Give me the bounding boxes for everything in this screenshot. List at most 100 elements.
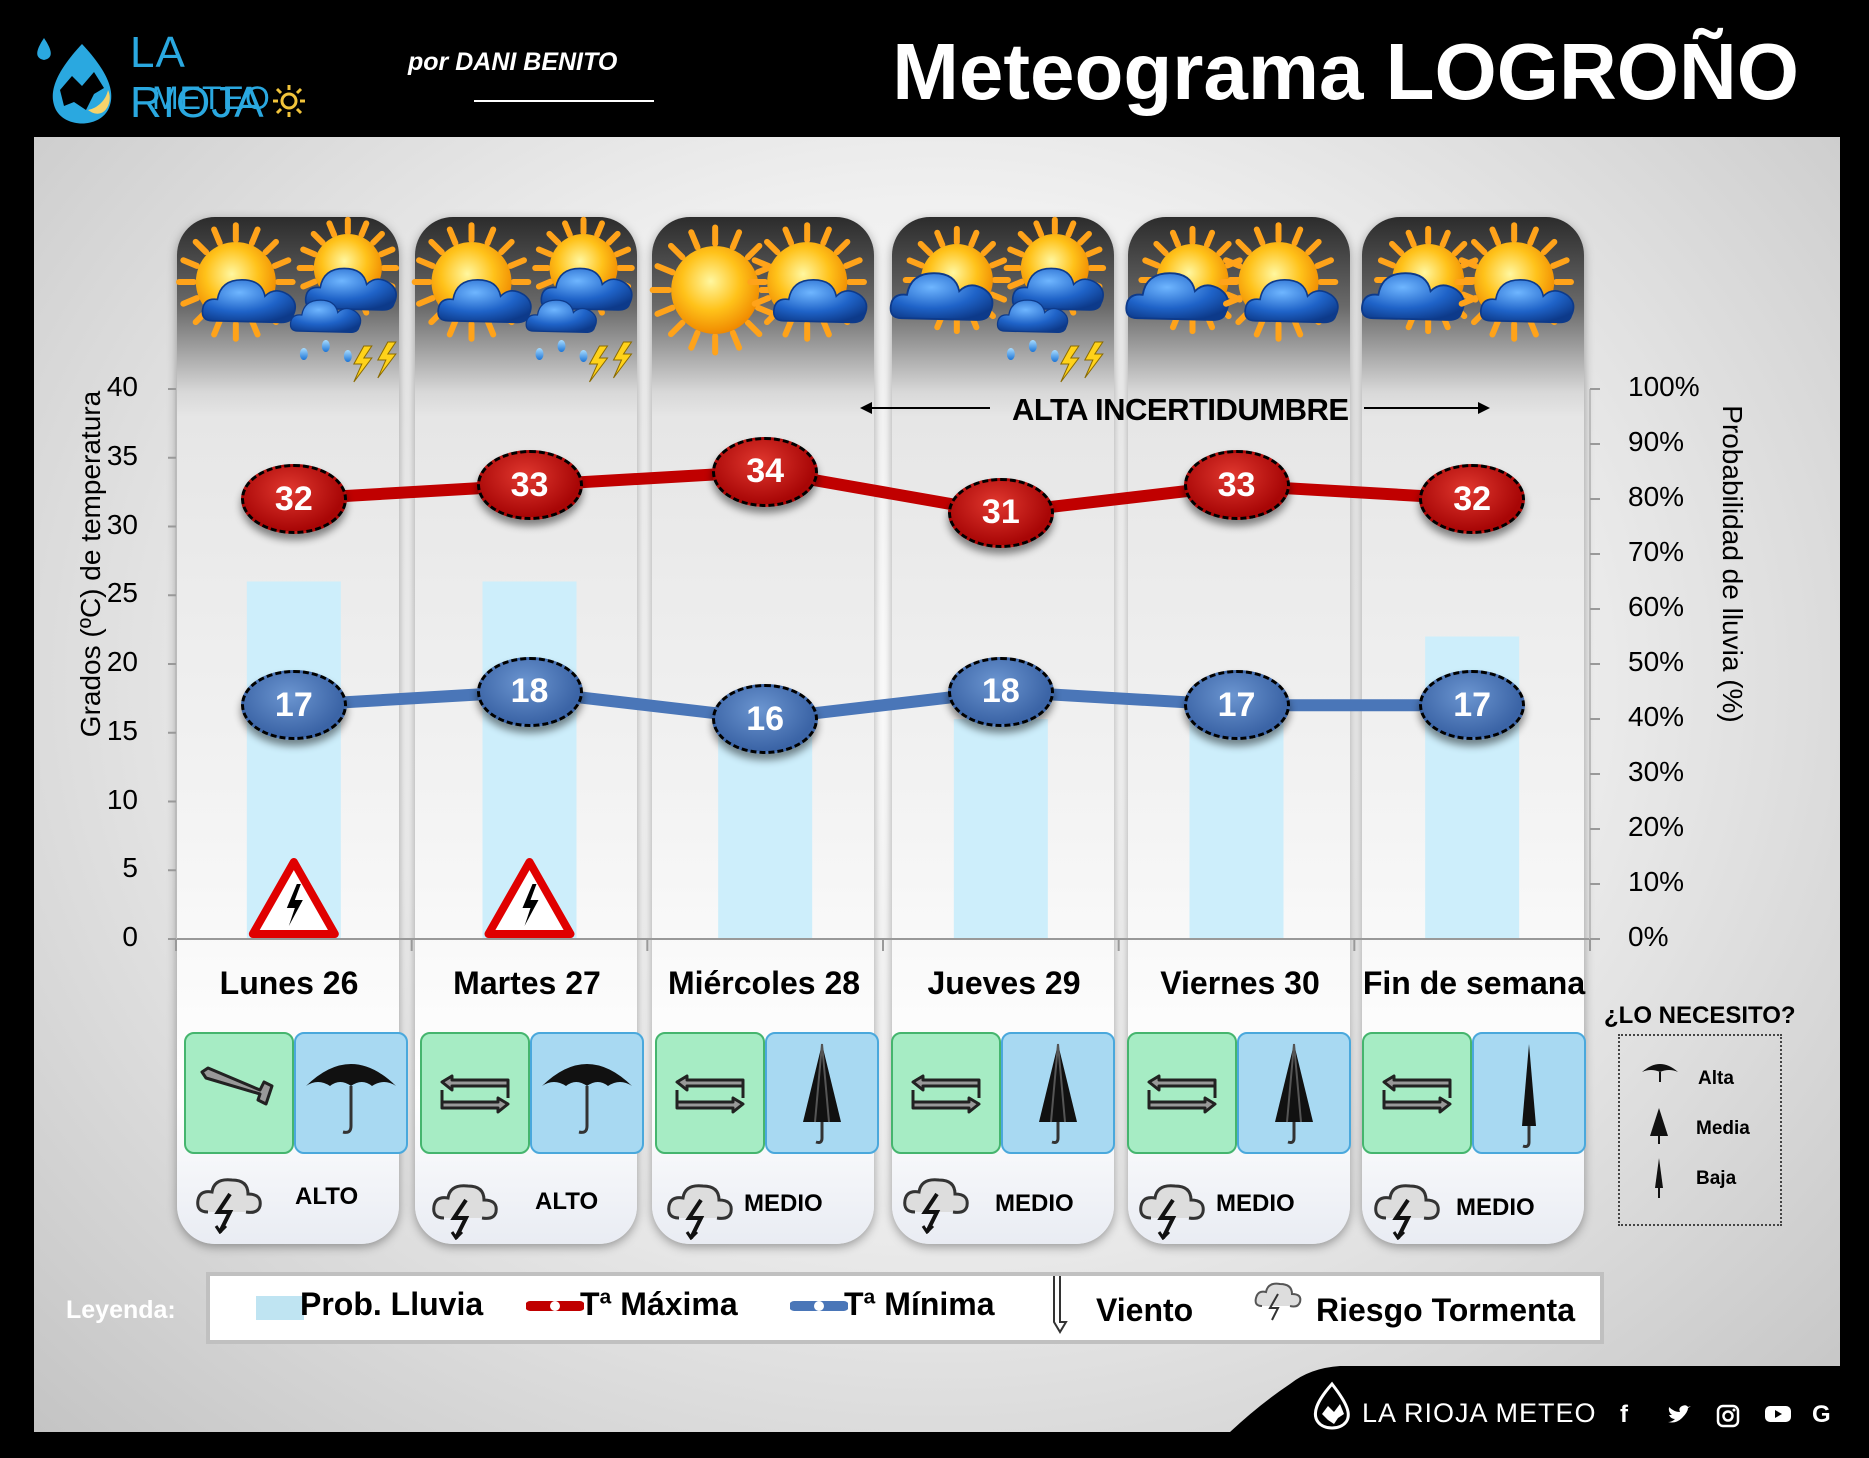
y-axis-title: Grados (ºC) de temperatura: [75, 390, 106, 738]
tmin-value-badge: 18: [476, 656, 583, 727]
sun-ray: [248, 317, 261, 338]
day-label: Jueves 29: [927, 965, 1081, 1001]
google-icon[interactable]: G: [1812, 1401, 1831, 1428]
sun-ray: [764, 238, 781, 256]
legend-tmax: Tª Máxima: [580, 1286, 738, 1322]
cloud-shape: [996, 299, 1069, 334]
tmax-value-badge: 33: [476, 450, 583, 521]
sun-ray: [1489, 317, 1502, 338]
need-label: Alta: [1698, 1068, 1734, 1089]
cloud: [1244, 278, 1339, 324]
cloud-shape: [1125, 272, 1230, 321]
legend-label: Leyenda:: [66, 1296, 176, 1324]
sun-ray: [988, 291, 1008, 303]
wind-box: [655, 1032, 766, 1154]
sun-ray: [842, 257, 863, 269]
storm-risk-icon: [1254, 1282, 1302, 1321]
partly-sunny-icon: [1218, 222, 1339, 342]
tmax-value-badge: 32: [1419, 464, 1526, 534]
sun-ray: [1203, 229, 1216, 249]
sun-ray: [262, 238, 279, 256]
sun-ray: [211, 226, 223, 247]
sun-ray: [300, 278, 318, 290]
sun-ray: [751, 295, 772, 307]
tmin-value-badge: 16: [712, 684, 819, 754]
umbrella-half-icon: [1038, 1043, 1077, 1144]
cloud: [437, 278, 532, 324]
logo-line2: METEO: [152, 80, 271, 116]
warning-bolt: [286, 884, 303, 926]
sun-ray: [1223, 257, 1243, 269]
rain-drop: [557, 340, 566, 352]
tmin-line: [293, 685, 1473, 725]
tmin-value-badge: 17: [1419, 670, 1526, 741]
sun-ray: [744, 319, 763, 338]
rain-swatch: [256, 1296, 304, 1320]
sun-ray: [446, 226, 459, 247]
cloud: [889, 272, 994, 321]
arrow-right-head: [1478, 402, 1490, 414]
sun-ray: [1305, 238, 1322, 256]
tmax-value-badge: 32: [240, 464, 347, 534]
sun-ray: [1527, 226, 1539, 247]
sun-ray: [654, 263, 676, 276]
storm-risk-text: MEDIO: [1216, 1190, 1295, 1217]
cloud-shape: [304, 267, 397, 311]
sun-ray: [820, 317, 832, 338]
sun-ray: [1527, 317, 1539, 338]
y-tick-label: 40: [106, 371, 138, 402]
cloud-shape: [201, 278, 297, 324]
sun-ray: [1540, 238, 1558, 256]
rain-drop: [1050, 350, 1059, 362]
sun-ray: [1439, 229, 1451, 249]
rain-drop: [1028, 340, 1037, 352]
sun-ray: [934, 229, 946, 249]
instagram-icon[interactable]: [1716, 1404, 1740, 1428]
y2-tick-label: 90%: [1628, 426, 1685, 457]
need-legend-box: Alta Media Baja: [1618, 1034, 1782, 1226]
cloud: [772, 278, 868, 324]
legend-rain: Prob. Lluvia: [300, 1286, 484, 1322]
facebook-icon[interactable]: f: [1620, 1401, 1628, 1428]
warning-bolt: [522, 884, 539, 926]
youtube-icon[interactable]: [1764, 1404, 1792, 1426]
y-tick-label: 20: [106, 646, 138, 677]
tmax-line: [293, 465, 1473, 519]
sun-ray: [917, 240, 934, 257]
sun-ray: [300, 246, 318, 258]
umbrella-open-icon: [541, 1064, 632, 1134]
lightning-bolt: [588, 345, 609, 383]
rain-drop: [343, 350, 352, 362]
storm-cloud-icon: [996, 216, 1107, 383]
rain-drop: [535, 348, 544, 360]
cloud: [1361, 272, 1465, 321]
sun-ray: [1389, 240, 1405, 257]
sun-ray: [1169, 229, 1182, 249]
sky-icon-group: [1361, 222, 1575, 342]
sun-ray: [1471, 238, 1488, 256]
byline: por DANI BENITO: [408, 48, 618, 76]
storm-risk-icon: [667, 1184, 733, 1240]
sun-ray: [667, 242, 686, 261]
sun-ray: [782, 317, 795, 338]
cloud: [525, 299, 597, 334]
cloud-shape: [889, 272, 994, 321]
umbrella-half-icon: [1650, 1108, 1668, 1144]
umbrella-box: [1236, 1032, 1351, 1154]
sun-ray: [1223, 295, 1243, 307]
sun-ray: [498, 238, 515, 256]
wind-box: [419, 1032, 530, 1154]
sun-ray: [1235, 238, 1252, 256]
cloud-shape: [1011, 267, 1104, 311]
wind-variable-icon: [1382, 1074, 1452, 1114]
storm-risk-text: MEDIO: [995, 1190, 1074, 1217]
twitter-icon[interactable]: [1666, 1404, 1692, 1426]
sun-ray: [667, 319, 686, 338]
sun-ray: [1458, 295, 1479, 307]
sun-disc: [671, 246, 760, 334]
sun-ray: [1377, 257, 1397, 269]
y2-tick-label: 20%: [1628, 811, 1685, 842]
umbrella-box: [529, 1032, 644, 1154]
sky-icon-group: [411, 216, 635, 383]
sun-ray: [180, 295, 201, 307]
